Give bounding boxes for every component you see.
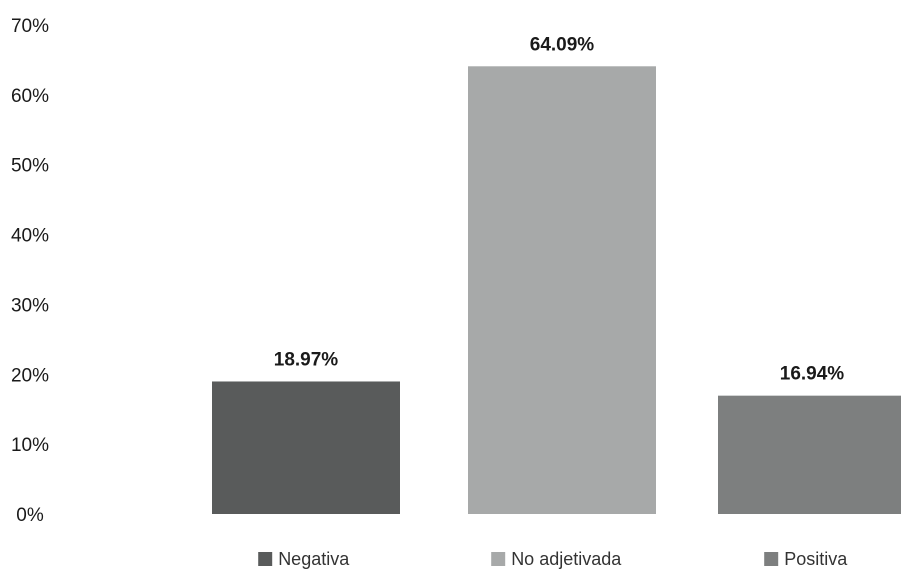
data-labels-group: 18.97% 64.09% 16.94% — [274, 34, 845, 384]
legend-swatch — [764, 552, 779, 566]
y-tick-label: 40% — [11, 226, 49, 247]
legend-label: Negativa — [278, 549, 350, 569]
bar-positiva — [718, 395, 901, 514]
y-tick-label: 50% — [11, 156, 49, 177]
bar-no-adjetivada — [468, 66, 656, 514]
y-tick-label: 70% — [11, 16, 49, 37]
legend-swatch — [491, 552, 506, 566]
y-tick-label: 60% — [11, 86, 49, 107]
bars-group — [212, 66, 901, 514]
legend-label: No adjetivada — [511, 549, 622, 569]
bar-negativa — [212, 381, 400, 514]
y-tick-label: 10% — [11, 435, 49, 456]
legend-label: Positiva — [784, 549, 848, 569]
legend: Negativa No adjetivada Positiva — [258, 549, 848, 569]
y-axis-ticks: 0% 10% 20% 30% 40% 50% 60% 70% — [11, 16, 49, 526]
y-tick-label: 20% — [11, 365, 49, 386]
y-tick-label: 0% — [16, 505, 44, 526]
legend-swatch — [258, 552, 273, 566]
bar-value-label: 18.97% — [274, 349, 339, 370]
y-tick-label: 30% — [11, 295, 49, 316]
bar-value-label: 64.09% — [530, 34, 595, 55]
bar-value-label: 16.94% — [780, 364, 845, 385]
